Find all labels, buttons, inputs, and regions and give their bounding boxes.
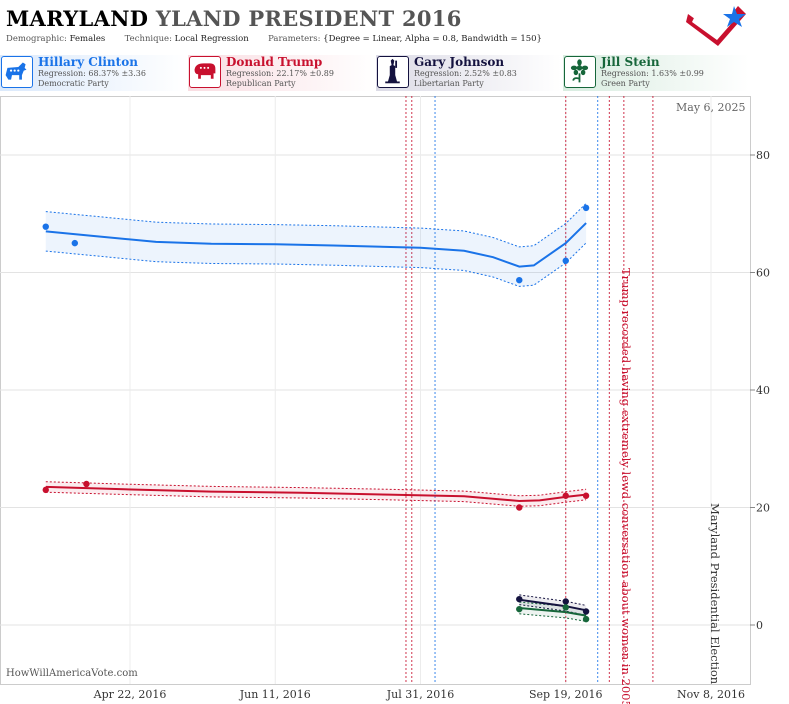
title-state: MARYLAND (6, 6, 149, 31)
legend-name: Hillary Clinton (38, 55, 138, 69)
legend-name: Gary Johnson (414, 55, 505, 69)
data-point (582, 608, 590, 615)
date-stamp: May 6, 2025 (676, 101, 746, 114)
data-point (83, 480, 90, 488)
watermark: HowWillAmericaVote.com (6, 668, 138, 679)
data-point (582, 492, 590, 499)
data-point (562, 604, 569, 611)
legend-item-clinton: Hillary Clinton Regression: 68.37% ±3.36… (0, 55, 186, 91)
legend-party: Green Party (601, 79, 650, 88)
trend-line (45, 222, 587, 268)
data-point (516, 504, 523, 511)
y-tick-label: 20 (756, 502, 770, 515)
data-point (582, 615, 590, 623)
data-point (562, 257, 569, 264)
band-upper-line (519, 594, 587, 606)
liberty-icon (377, 56, 409, 88)
chart-plot: 0 20 40 60 80 Apr 22, 2016 Jun 11, 2016 Jul 31,… (0, 96, 770, 704)
legend-party: Democratic Party (38, 79, 109, 88)
data-point (582, 204, 590, 212)
legend-item-johnson: Gary Johnson Regression: 2.52% ±0.83 Lib… (376, 55, 562, 91)
legend-item-trump: Donald Trump Regression: 22.17% ±0.89 Re… (188, 55, 374, 91)
flower-icon (564, 56, 596, 88)
title-race: YLAND PRESIDENT 2016 (155, 6, 462, 31)
parameters-label: Parameters: (268, 34, 321, 44)
flag-logo-icon (686, 6, 746, 46)
trend-line (45, 485, 587, 503)
x-tick-label: Jun 11, 2016 (239, 688, 311, 701)
data-point (562, 492, 569, 499)
x-tick-label: Nov 8, 2016 (677, 688, 745, 701)
legend-party: Libertarian Party (414, 79, 484, 88)
y-tick-label: 60 (756, 267, 770, 280)
data-point (42, 486, 49, 494)
event-annotation: Trump recorded having extremely lewd con… (619, 268, 633, 704)
chart-title: MARYLAND YLAND PRESIDENT 2016 (6, 6, 462, 31)
band-lower-line (45, 491, 587, 507)
band-upper-line (45, 481, 587, 497)
x-tick-label: Apr 22, 2016 (93, 688, 167, 701)
data-point (516, 595, 523, 603)
technique-label: Technique: (124, 34, 172, 44)
legend-name: Jill Stein (601, 55, 660, 69)
y-tick-label: 80 (756, 149, 770, 162)
donkey-icon (1, 56, 33, 88)
demographic-label: Demographic: (6, 34, 67, 44)
parameters-value: {Degree = Linear, Alpha = 0.8, Bandwidth… (323, 34, 542, 44)
legend-name: Donald Trump (226, 55, 323, 69)
data-point (71, 239, 79, 247)
y-tick-label: 0 (756, 619, 763, 632)
data-point (42, 223, 49, 230)
data-point (516, 276, 523, 284)
legend-regression: Regression: 68.37% ±3.36 (38, 69, 146, 78)
band-lower-line (519, 613, 587, 622)
x-tick-label: Sep 19, 2016 (529, 688, 603, 701)
chart-header: MARYLAND YLAND PRESIDENT 2016 Demographi… (0, 0, 789, 52)
trend-line (519, 607, 587, 617)
legend-regression: Regression: 1.63% ±0.99 (601, 69, 704, 78)
data-point (562, 598, 569, 605)
demographic-value: Females (69, 34, 106, 44)
chart-subtitle: Demographic: Females Technique: Local Re… (6, 34, 542, 44)
elephant-icon (189, 56, 221, 88)
data-point (516, 605, 523, 613)
candidate-legend: Hillary Clinton Regression: 68.37% ±3.36… (0, 55, 789, 93)
legend-item-stein: Jill Stein Regression: 1.63% ±0.99 Green… (563, 55, 749, 91)
legend-regression: Regression: 2.52% ±0.83 (414, 69, 517, 78)
y-tick-label: 40 (756, 384, 770, 397)
legend-party: Republican Party (226, 79, 296, 88)
event-annotation: Maryland Presidential Election (708, 503, 722, 685)
x-tick-label: Jul 31, 2016 (386, 688, 455, 701)
technique-value: Local Regression (174, 34, 249, 44)
legend-regression: Regression: 22.17% ±0.89 (226, 69, 334, 78)
